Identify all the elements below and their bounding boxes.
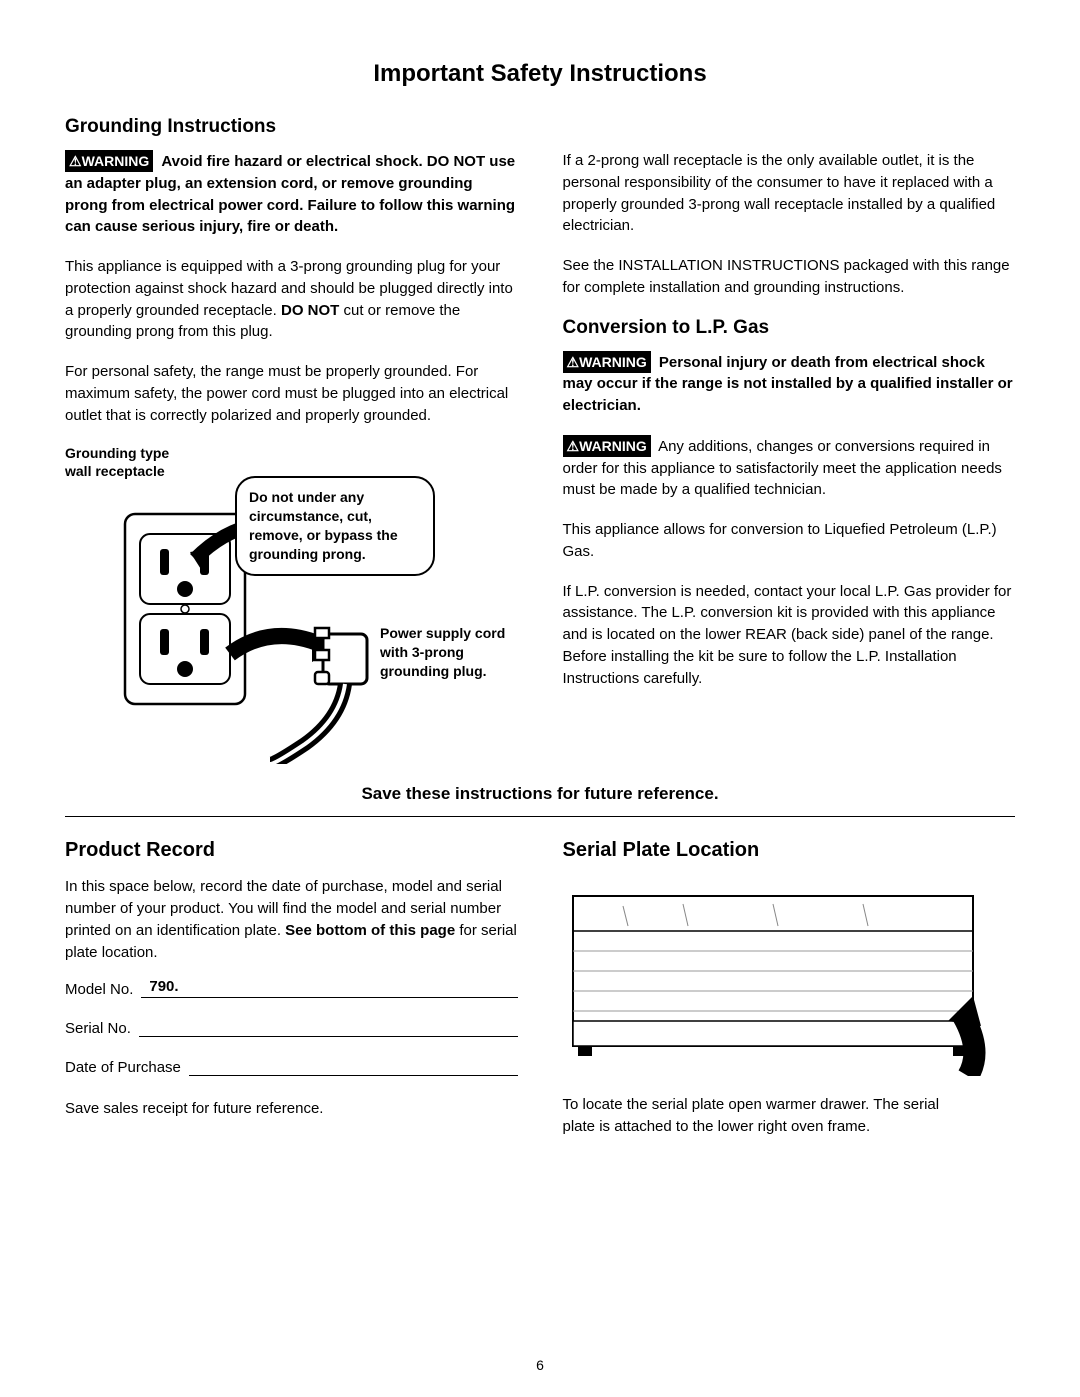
serial-plate-col: Serial Plate Location [563,839,1016,1156]
lp-warning-2: WARNING Any additions, changes or conver… [563,435,1016,501]
product-record-col: Product Record In this space below, reco… [65,839,518,1156]
model-no-prefill: 790. [149,978,178,995]
right-column: If a 2-prong wall receptacle is the only… [563,150,1016,764]
left-column: WARNING Avoid fire hazard or electrical … [65,150,518,764]
bottom-columns: Product Record In this space below, reco… [65,839,1015,1156]
date-field[interactable] [189,1061,518,1076]
page-number: 6 [0,1357,1080,1373]
grounding-right-para-2: See the INSTALLATION INSTRUCTIONS packag… [563,255,1016,299]
model-no-line: Model No. 790. [65,981,518,998]
warning-icon: WARNING [563,351,651,373]
serial-no-field[interactable] [139,1022,518,1037]
warning-icon: WARNING [563,435,651,457]
grounding-right-para-1: If a 2-prong wall receptacle is the only… [563,150,1016,237]
serial-plate-caption: To locate the serial plate open warmer d… [563,1094,943,1138]
lp-heading: Conversion to L.P. Gas [563,317,1016,339]
date-line: Date of Purchase [65,1059,518,1076]
save-instructions-line: Save these instructions for future refer… [65,784,1015,804]
grounding-warning-para: WARNING Avoid fire hazard or electrical … [65,150,518,238]
lp-para-2: If L.P. conversion is needed, contact yo… [563,581,1016,690]
range-illustration [563,876,993,1076]
product-record-intro: In this space below, record the date of … [65,876,518,963]
date-label: Date of Purchase [65,1059,181,1076]
callout-box: Do not under any circumstance, cut, remo… [235,476,435,576]
grounding-diagram: Grounding type wall receptacle [65,444,518,764]
warning-icon: WARNING [65,150,153,172]
model-no-label: Model No. [65,981,133,998]
product-record-heading: Product Record [65,839,518,862]
serial-plate-heading: Serial Plate Location [563,839,1016,862]
serial-no-label: Serial No. [65,1020,131,1037]
cord-label: Power supply cord with 3-prong grounding… [380,624,520,681]
serial-plate-diagram [563,876,1016,1076]
section-divider [65,816,1015,817]
grounding-para-1b: DO NOT [281,302,339,319]
model-no-field[interactable]: 790. [141,983,517,998]
save-receipt-line: Save sales receipt for future reference. [65,1098,518,1120]
page-title: Important Safety Instructions [65,60,1015,88]
grounding-para-1: This appliance is equipped with a 3-pron… [65,256,518,343]
lp-para-1: This appliance allows for conversion to … [563,519,1016,563]
product-record-intro-b: See bottom of this page [285,922,455,939]
lp-warning-1: WARNING Personal injury or death from el… [563,351,1016,417]
top-columns: WARNING Avoid fire hazard or electrical … [65,150,1015,764]
grounding-heading: Grounding Instructions [65,116,1015,138]
serial-no-line: Serial No. [65,1020,518,1037]
receptacle-label: Grounding type wall receptacle [65,444,169,480]
grounding-para-2: For personal safety, the range must be p… [65,361,518,426]
